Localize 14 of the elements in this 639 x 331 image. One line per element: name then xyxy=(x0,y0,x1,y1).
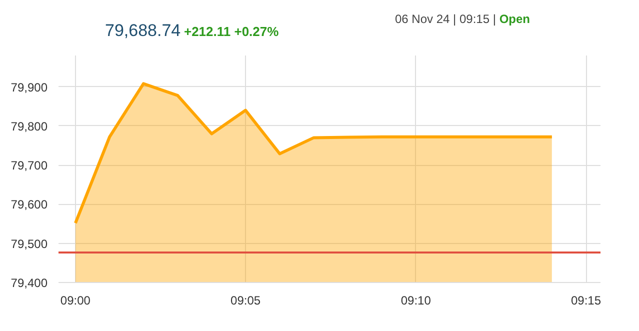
x-tick-label: 09:05 xyxy=(230,294,261,308)
x-tick-label: 09:00 xyxy=(60,294,91,308)
y-tick-label: 79,700 xyxy=(10,158,48,173)
chart-subtitle: +212.11 +0.27% xyxy=(184,24,279,39)
x-tick-label: 09:10 xyxy=(400,294,432,308)
y-tick-label: 79,800 xyxy=(10,119,48,134)
y-tick-label: 79,600 xyxy=(10,198,48,212)
y-tick-label: 79,400 xyxy=(10,276,48,290)
text: Open xyxy=(499,12,530,26)
chart-title: 79,688.74 xyxy=(105,21,181,40)
y-tick-label: 79,900 xyxy=(10,80,48,94)
y-tick-label: 79,500 xyxy=(10,236,48,251)
x-tick-label: 09:15 xyxy=(570,294,602,308)
text: 06 Nov 24 | 09:15 | xyxy=(395,12,496,26)
